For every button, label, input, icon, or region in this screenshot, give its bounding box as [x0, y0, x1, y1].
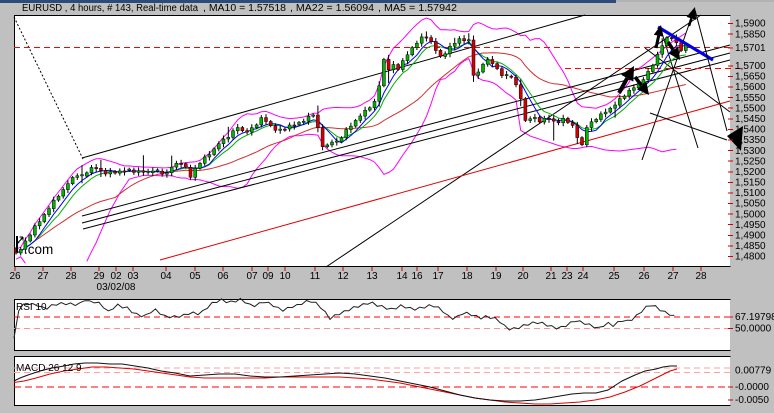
svg-text:0.00779: 0.00779	[735, 366, 772, 377]
svg-text:1,5250: 1,5250	[735, 156, 766, 167]
svg-text:16: 16	[411, 271, 423, 282]
svg-text:1,5500: 1,5500	[735, 103, 766, 114]
svg-text:1,5701: 1,5701	[735, 43, 766, 54]
svg-text:1,5600: 1,5600	[735, 82, 766, 93]
svg-text:18: 18	[461, 271, 473, 282]
svg-text:1,4950: 1,4950	[735, 220, 766, 231]
svg-text:27: 27	[37, 271, 49, 282]
svg-text:19: 19	[490, 271, 502, 282]
svg-text:23: 23	[561, 271, 573, 282]
svg-text:1,5300: 1,5300	[735, 146, 766, 157]
svg-text:1,4800: 1,4800	[735, 252, 766, 263]
svg-text:1,5200: 1,5200	[735, 167, 766, 178]
svg-text:, MA22 = 1.56094: , MA22 = 1.56094	[290, 3, 374, 14]
svg-text:20: 20	[517, 271, 529, 282]
svg-text:28: 28	[695, 271, 707, 282]
svg-text:1,5650: 1,5650	[735, 72, 766, 83]
svg-text:1,5900: 1,5900	[735, 19, 766, 30]
svg-text:07: 07	[246, 271, 258, 282]
svg-text:50.0000: 50.0000	[735, 324, 772, 335]
svg-text:27: 27	[667, 271, 679, 282]
svg-text:1,5000: 1,5000	[735, 209, 766, 220]
svg-text:26: 26	[9, 271, 21, 282]
svg-text:1,5700: 1,5700	[735, 61, 766, 72]
svg-text:EURUSD , 4 hours, # 143, Real-: EURUSD , 4 hours, # 143, Real-time data	[22, 3, 198, 14]
svg-text:-0.0000: -0.0000	[735, 382, 769, 393]
svg-text:, MA5 = 1.57942: , MA5 = 1.57942	[378, 3, 457, 14]
svg-text:10: 10	[279, 271, 291, 282]
svg-text:17: 17	[432, 271, 444, 282]
svg-text:1,5050: 1,5050	[735, 199, 766, 210]
svg-text:1,4900: 1,4900	[735, 231, 766, 242]
svg-text:1,5100: 1,5100	[735, 188, 766, 199]
svg-text:03/02/08: 03/02/08	[97, 282, 136, 293]
svg-text:1,5550: 1,5550	[735, 93, 766, 104]
svg-text:03: 03	[127, 271, 139, 282]
svg-text:29: 29	[93, 271, 105, 282]
svg-text:05: 05	[189, 271, 201, 282]
svg-text:13: 13	[366, 271, 378, 282]
svg-text:06: 06	[217, 271, 229, 282]
svg-text:11: 11	[310, 271, 321, 282]
svg-text:1,5350: 1,5350	[735, 135, 766, 146]
svg-text:21: 21	[545, 271, 557, 282]
svg-text:-0.0050: -0.0050	[735, 395, 769, 406]
svg-text:02: 02	[110, 271, 122, 282]
svg-text:26: 26	[638, 271, 650, 282]
svg-text:14: 14	[396, 271, 408, 282]
svg-text:25: 25	[608, 271, 620, 282]
svg-text:24: 24	[577, 271, 589, 282]
svg-text:RSI 10: RSI 10	[16, 302, 47, 313]
svg-text:1,5150: 1,5150	[735, 178, 766, 189]
svg-text:1,5400: 1,5400	[735, 125, 766, 136]
svg-text:67.19798: 67.19798	[735, 312, 774, 323]
svg-text:1,5850: 1,5850	[735, 29, 766, 40]
svg-text:1,4850: 1,4850	[735, 241, 766, 252]
svg-text:04: 04	[160, 271, 172, 282]
svg-text:1,5450: 1,5450	[735, 114, 766, 125]
svg-text:12: 12	[337, 271, 349, 282]
svg-text:09: 09	[262, 271, 274, 282]
svg-text:, MA10 = 1.57518: , MA10 = 1.57518	[203, 3, 286, 14]
svg-text:28: 28	[65, 271, 77, 282]
svg-text:.com: .com	[24, 242, 53, 257]
svg-text:MACD 26 12 9: MACD 26 12 9	[16, 363, 82, 374]
